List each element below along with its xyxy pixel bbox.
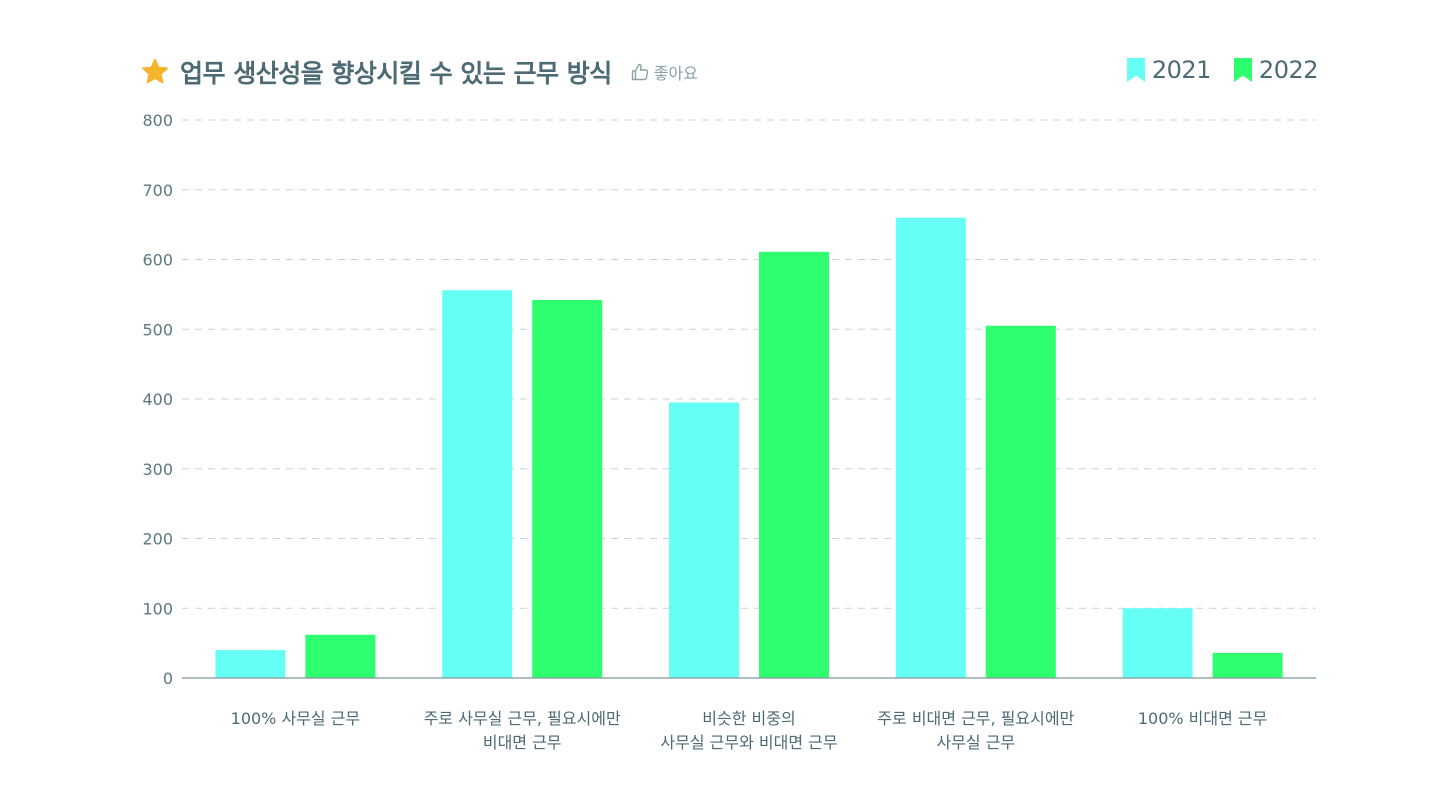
legend-label-2021: 2021	[1151, 56, 1212, 84]
x-tick-label: 100% 비대면 근무	[1138, 709, 1268, 728]
x-tick-label-line: 비슷한 비중의	[702, 709, 795, 728]
bar-2022[interactable]	[985, 325, 1056, 678]
y-tick-label: 800	[142, 111, 173, 130]
bar-2021[interactable]	[215, 650, 286, 678]
y-tick-label: 100	[142, 599, 173, 618]
x-tick-label-line: 주로 사무실 근무, 필요시에만	[424, 709, 621, 728]
bar-2022[interactable]	[759, 251, 829, 678]
like-label: 좋아요	[653, 64, 698, 83]
x-tick-label-line: 주로 비대면 근무, 필요시에만	[877, 709, 1074, 728]
y-tick-label: 700	[142, 181, 173, 200]
y-tick-label: 600	[142, 251, 173, 270]
bar-2021[interactable]	[895, 217, 966, 678]
legend-item-2022[interactable]: 2022	[1233, 56, 1319, 84]
bar-2022[interactable]	[1212, 652, 1283, 678]
bar-2021[interactable]	[669, 402, 739, 678]
chart-header: 업무 생산성을 향상시킬 수 있는 근무 방식 좋아요	[140, 52, 698, 92]
x-tick-label-line: 100% 비대면 근무	[1138, 709, 1268, 728]
like-button[interactable]: 좋아요	[630, 60, 698, 84]
star-icon	[140, 57, 170, 87]
legend-label-2022: 2022	[1258, 56, 1319, 84]
bar-2022[interactable]	[305, 634, 376, 678]
bar-2021[interactable]	[442, 290, 513, 678]
x-tick-label: 100% 사무실 근무	[231, 709, 361, 728]
bar-2022[interactable]	[532, 299, 603, 678]
y-tick-label: 400	[142, 390, 173, 409]
x-tick-label-line: 사무실 근무	[936, 733, 1015, 752]
y-tick-label: 300	[142, 460, 173, 479]
y-tick-label: 500	[142, 320, 173, 339]
y-tick-label: 200	[142, 530, 173, 549]
thumbs-up-icon	[631, 63, 648, 81]
legend-item-2021[interactable]: 2021	[1126, 56, 1211, 84]
x-tick-label-line: 100% 사무실 근무	[231, 709, 361, 728]
bar-2021[interactable]	[1122, 608, 1193, 678]
chart-title: 업무 생산성을 향상시킬 수 있는 근무 방식	[180, 59, 612, 88]
y-tick-label: 0	[163, 669, 173, 688]
chart-legend: 2021 2022	[1104, 56, 1319, 84]
bookmark-icon	[1233, 58, 1252, 82]
bookmark-icon	[1126, 58, 1145, 82]
x-tick-label-line: 사무실 근무와 비대면 근무	[660, 733, 837, 752]
x-tick-label-line: 비대면 근무	[483, 733, 562, 752]
